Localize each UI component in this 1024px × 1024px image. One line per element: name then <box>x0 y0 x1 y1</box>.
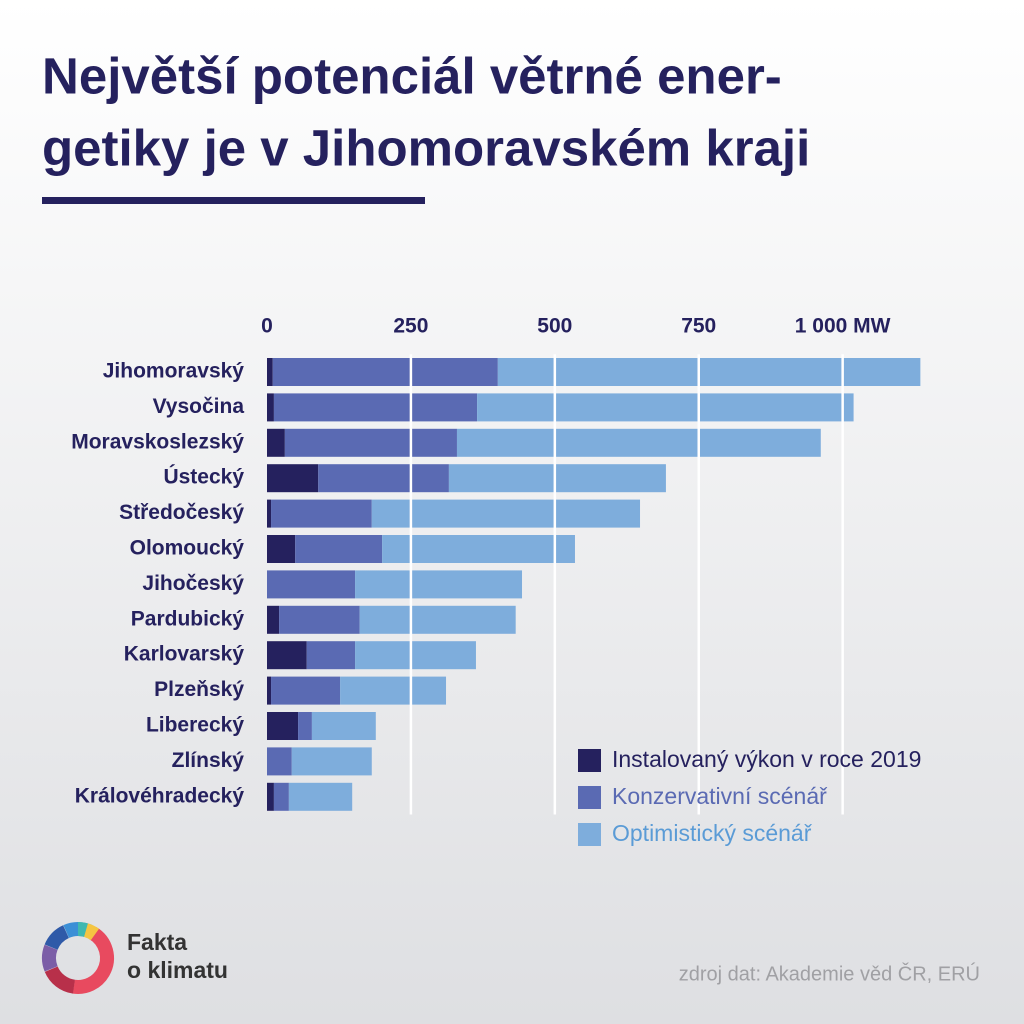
bar-segment <box>267 535 296 563</box>
bar-segment <box>306 641 356 670</box>
logo-text: Fakta <box>127 929 187 955</box>
bar-segment <box>291 747 372 776</box>
y-tick-label: Královéhradecký <box>75 784 245 807</box>
y-tick-label: Karlovarský <box>124 643 245 666</box>
y-tick-label: Ústecký <box>163 465 244 489</box>
legend-label: Optimistický scénář <box>612 820 813 846</box>
y-tick-label: Liberecký <box>146 714 244 737</box>
bar-segment <box>267 641 307 670</box>
bar-segment <box>288 782 353 811</box>
bar-segment <box>267 747 292 776</box>
bar-segment <box>273 782 289 811</box>
bar-segment <box>456 428 821 457</box>
bar-segment <box>271 676 341 705</box>
y-tick-label: Vysočina <box>153 395 245 418</box>
y-tick-label: Středočeský <box>119 501 244 524</box>
y-tick-label: Olomoucký <box>130 537 245 560</box>
bar-segment <box>355 570 523 599</box>
legend-label: Konzervativní scénář <box>612 783 828 809</box>
bar-segment <box>355 641 476 670</box>
bar-segment <box>267 782 274 811</box>
bar-segment <box>267 570 356 599</box>
bar-segment <box>267 712 299 740</box>
bar-segment <box>359 605 516 634</box>
bar-segment <box>267 428 285 457</box>
x-tick-label: 0 <box>261 315 273 338</box>
bar-segment <box>382 535 575 563</box>
bar-segment <box>267 464 319 493</box>
x-tick-label: 1 000 MW <box>795 315 891 338</box>
bar-segment <box>295 535 383 563</box>
title-underline <box>42 197 425 204</box>
bar-segment <box>271 499 372 528</box>
bar-segment <box>371 499 641 528</box>
bar-segment <box>284 428 457 457</box>
legend-swatch <box>578 749 601 772</box>
chart-title: Největší potenciál větrné ener- <box>42 47 782 104</box>
bar-segment <box>267 393 274 422</box>
legend-label: Instalovaný výkon v roce 2019 <box>612 746 921 772</box>
legend-swatch <box>578 823 601 846</box>
chart-title: getiky je v Jihomoravském kraji <box>42 119 810 176</box>
bar-segment <box>279 605 360 634</box>
bar-segment <box>298 712 312 740</box>
bar-segment <box>497 358 921 386</box>
bar-segment <box>340 676 447 705</box>
y-tick-label: Pardubický <box>131 607 245 630</box>
bar-segment <box>267 499 272 528</box>
bar-segment <box>318 464 449 493</box>
y-tick-label: Jihočeský <box>142 572 244 595</box>
x-tick-label: 250 <box>393 315 428 338</box>
bar-segment <box>272 358 498 386</box>
bar-segment <box>267 605 280 634</box>
x-tick-label: 750 <box>681 315 716 338</box>
y-tick-label: Zlínský <box>172 749 245 772</box>
y-tick-label: Plzeňský <box>154 678 244 701</box>
y-tick-label: Jihomoravský <box>103 360 245 383</box>
logo-text: o klimatu <box>127 957 228 983</box>
y-tick-label: Moravskoslezský <box>71 430 244 453</box>
source: zdroj dat: Akademie věd ČR, ERÚ <box>679 962 980 985</box>
bar-segment <box>267 676 272 705</box>
bar-segment <box>311 712 376 740</box>
legend-swatch <box>578 786 601 809</box>
bar-segment <box>448 464 666 493</box>
bar-segment <box>477 393 854 422</box>
x-tick-label: 500 <box>537 315 572 338</box>
bar-segment <box>267 358 273 386</box>
bar-segment <box>273 393 478 422</box>
